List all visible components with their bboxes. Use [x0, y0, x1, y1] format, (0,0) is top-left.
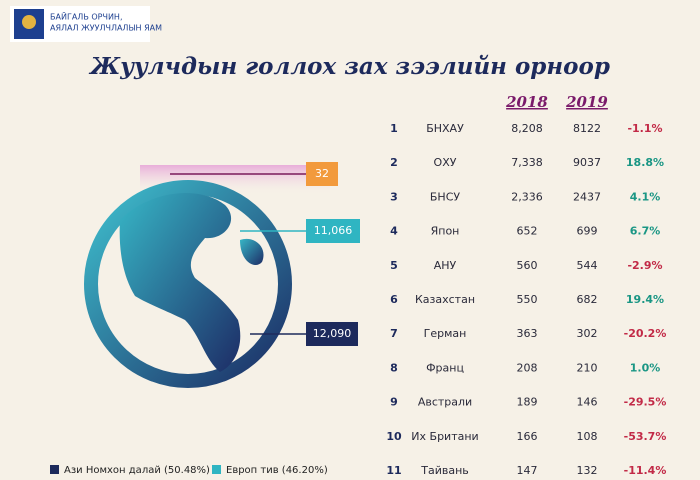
change: -29.5%: [624, 396, 667, 409]
value-2018: 560: [517, 259, 538, 272]
rank: 2: [390, 156, 398, 169]
change: 4.1%: [630, 190, 661, 203]
value-2018: 2,336: [511, 190, 543, 203]
country: Япон: [431, 225, 460, 238]
value-2018: 8,208: [511, 122, 543, 135]
year-header: 2018: [505, 93, 548, 111]
legend-swatch: [50, 465, 59, 474]
table: 2018 2019 1 БНХАУ 8,208 8122 -1.1% 2 ОХУ 7,338 903…: [386, 93, 666, 477]
value-2019: 302: [577, 327, 598, 340]
country: Их Британи: [411, 430, 478, 443]
change: -1.1%: [627, 122, 662, 135]
legend-label: Ази Номхон далай (50.48%): [64, 465, 210, 476]
value-2018: 189: [517, 396, 538, 409]
country: Франц: [426, 361, 464, 374]
rank: 8: [390, 361, 398, 374]
change: -11.4%: [624, 464, 667, 477]
value-2018: 166: [517, 430, 538, 443]
rank: 1: [390, 122, 398, 135]
ministry-line: БАЙГАЛЬ ОРЧИН,: [50, 11, 123, 22]
change: 19.4%: [626, 293, 664, 306]
country: Тайвань: [420, 464, 469, 477]
callout-value: 11,066: [314, 224, 353, 237]
country: Казахстан: [415, 293, 475, 306]
country: БНХАУ: [426, 122, 464, 135]
title: Жуулчдын голлох зах зээлийн орноор: [88, 53, 610, 80]
callout-box: [306, 162, 338, 186]
rank: 7: [390, 327, 398, 340]
value-2018: 7,338: [511, 156, 543, 169]
callout-box: [306, 322, 358, 346]
ministry-line: АЯЛАЛ ЖУУЛЧЛАЛЫН ЯАМ: [50, 24, 162, 33]
rank: 4: [390, 225, 398, 238]
rank: 5: [390, 259, 398, 272]
rank: 3: [390, 190, 398, 203]
continent: [240, 238, 264, 266]
change: -20.2%: [624, 327, 667, 340]
rank: 10: [386, 430, 402, 443]
country: АНУ: [434, 259, 457, 272]
legend-swatch: [212, 465, 221, 474]
callout-value: 32: [315, 167, 329, 180]
change: 6.7%: [630, 225, 661, 238]
legend-label: Европ тив (46.20%): [226, 465, 328, 476]
country: ОХУ: [434, 156, 457, 169]
callout-value: 12,090: [313, 327, 352, 340]
value-2019: 132: [577, 464, 598, 477]
value-2018: 550: [517, 293, 538, 306]
value-2019: 210: [577, 361, 598, 374]
continent: [119, 193, 241, 372]
country: Герман: [424, 327, 467, 340]
rank: 9: [390, 396, 398, 409]
value-2018: 652: [517, 225, 538, 238]
rank: 11: [386, 464, 401, 477]
value-2019: 146: [577, 396, 598, 409]
value-2019: 682: [577, 293, 598, 306]
change: -53.7%: [624, 430, 667, 443]
country: БНСУ: [430, 190, 460, 203]
rank: 6: [390, 293, 398, 306]
globe-ring: [84, 180, 292, 388]
emblem-sign: [22, 15, 36, 29]
year-header: 2019: [565, 93, 608, 111]
callout-box: [306, 219, 360, 243]
value-2019: 8122: [573, 122, 601, 135]
value-2018: 208: [517, 361, 538, 374]
change: 1.0%: [630, 361, 661, 374]
value-2018: 147: [517, 464, 538, 477]
value-2019: 544: [577, 259, 598, 272]
value-2019: 108: [577, 430, 598, 443]
value-2018: 363: [517, 327, 538, 340]
value-2019: 699: [577, 225, 598, 238]
country: Австрали: [418, 396, 472, 409]
change: -2.9%: [627, 259, 662, 272]
change: 18.8%: [626, 156, 664, 169]
value-2019: 9037: [573, 156, 601, 169]
value-2019: 2437: [573, 190, 601, 203]
